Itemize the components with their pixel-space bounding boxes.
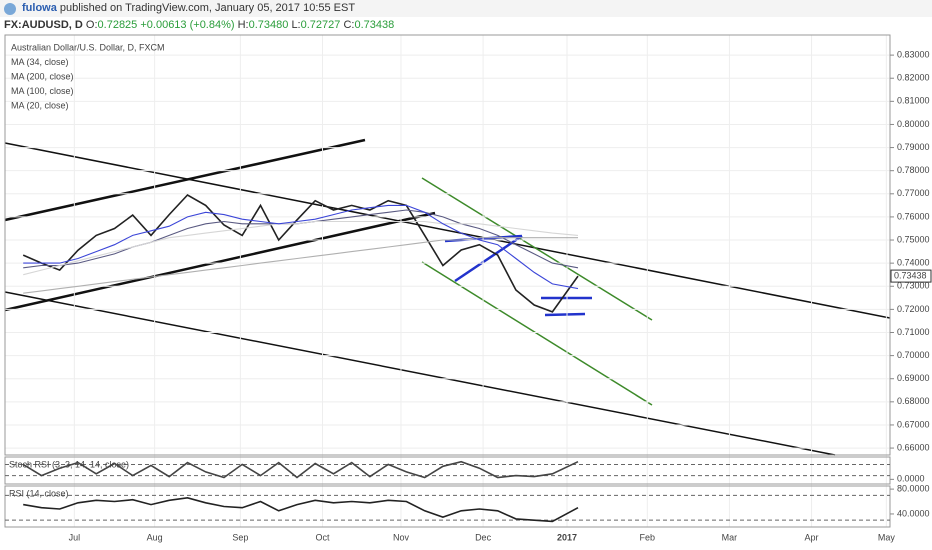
x-tick-label: Dec [475,532,492,542]
x-tick-label: Oct [315,532,330,542]
pattern-line [454,234,523,283]
y-tick-label: 0.70000 [897,350,930,360]
legend-entry: MA (100, close) [11,86,74,96]
o-label: O: [85,19,98,31]
price-tag-label: 0.73438 [894,270,927,280]
y-tick-label: 0.83000 [897,49,930,59]
price-tag [890,269,932,283]
y-tick-label: 0.75000 [897,234,930,244]
publish-bar: fulowa published on TradingView.com, Jan… [0,0,932,17]
y-tick-label: 0.72000 [897,304,930,314]
y-tick-label: 0.82000 [897,73,930,83]
x-tick-label: Nov [393,532,410,542]
legend-entry: MA (34, close) [11,57,69,67]
pattern-line [544,312,586,317]
legend-entry: MA (20, close) [11,100,69,110]
y-tick-label: 0.77000 [897,188,930,198]
trend-line [4,211,436,312]
low: 0.72727 [300,19,341,31]
open: 0.72825 [97,19,138,31]
quote-line: FX:AUDUSD, D O:0.72825 +0.00613 (+0.84%)… [4,19,394,31]
pane-frame [4,34,891,456]
channel-line [421,177,653,321]
x-tick-label: Feb [640,532,656,542]
high: 0.73480 [248,19,289,31]
drawings [4,35,891,527]
l-label: L: [291,19,301,31]
y-tick-label: 0.79000 [897,142,930,152]
series-line [23,496,579,523]
y-tick-label: 0.66000 [897,442,930,452]
pane-frame [4,485,891,528]
symbol: FX:AUDUSD, D [4,19,83,31]
pane-frame [4,456,891,485]
y-tick-label: 0.73000 [897,281,930,291]
x-tick-label: Sep [232,532,248,542]
x-tick-label: Mar [722,532,738,542]
trend-line [4,142,891,319]
change: +0.00613 (+0.84%) [140,19,235,31]
close: 0.73438 [354,19,395,31]
avatar [4,3,16,15]
x-tick-label: Apr [805,532,819,542]
channel-line [421,261,653,406]
x-tick-label: Jul [69,532,81,542]
series-line [22,193,579,313]
user-name[interactable]: fulowa [22,2,57,14]
x-tick-label: 2017 [557,532,577,542]
y-tick-label: 0.76000 [897,211,930,221]
trend-line [4,138,366,222]
trend-line [4,291,836,456]
pane-title: Stoch RSI (3, 3, 14, 14, close) [9,459,129,469]
x-tick-label: Aug [147,532,163,542]
y-tick-label: 0.81000 [897,96,930,106]
y-tick-label: 0.74000 [897,258,930,268]
legend-entry: MA (200, close) [11,71,74,81]
y-tick-label: 0.69000 [897,373,930,383]
series-line [23,220,579,276]
series-line [23,204,579,290]
y-tick-label: 80.0000 [897,483,930,493]
legend-entry: Australian Dollar/U.S. Dollar, D, FXCM [11,42,165,52]
y-tick-label: 0.71000 [897,327,930,337]
y-tick-label: 0.78000 [897,165,930,175]
y-tick-label: 40.0000 [897,508,930,518]
y-tick-label: 0.68000 [897,396,930,406]
pane-title: RSI (14, close) [9,488,69,498]
h-label: H: [237,19,249,31]
y-tick-label: 0.0000 [897,474,925,484]
publish-info: published on TradingView.com, January 05… [59,2,356,14]
series-line [22,460,579,479]
y-tick-label: 0.80000 [897,119,930,129]
series-line [23,237,578,294]
y-tick-label: 0.67000 [897,419,930,429]
c-label: C: [343,19,355,31]
x-tick-label: May [878,532,896,542]
